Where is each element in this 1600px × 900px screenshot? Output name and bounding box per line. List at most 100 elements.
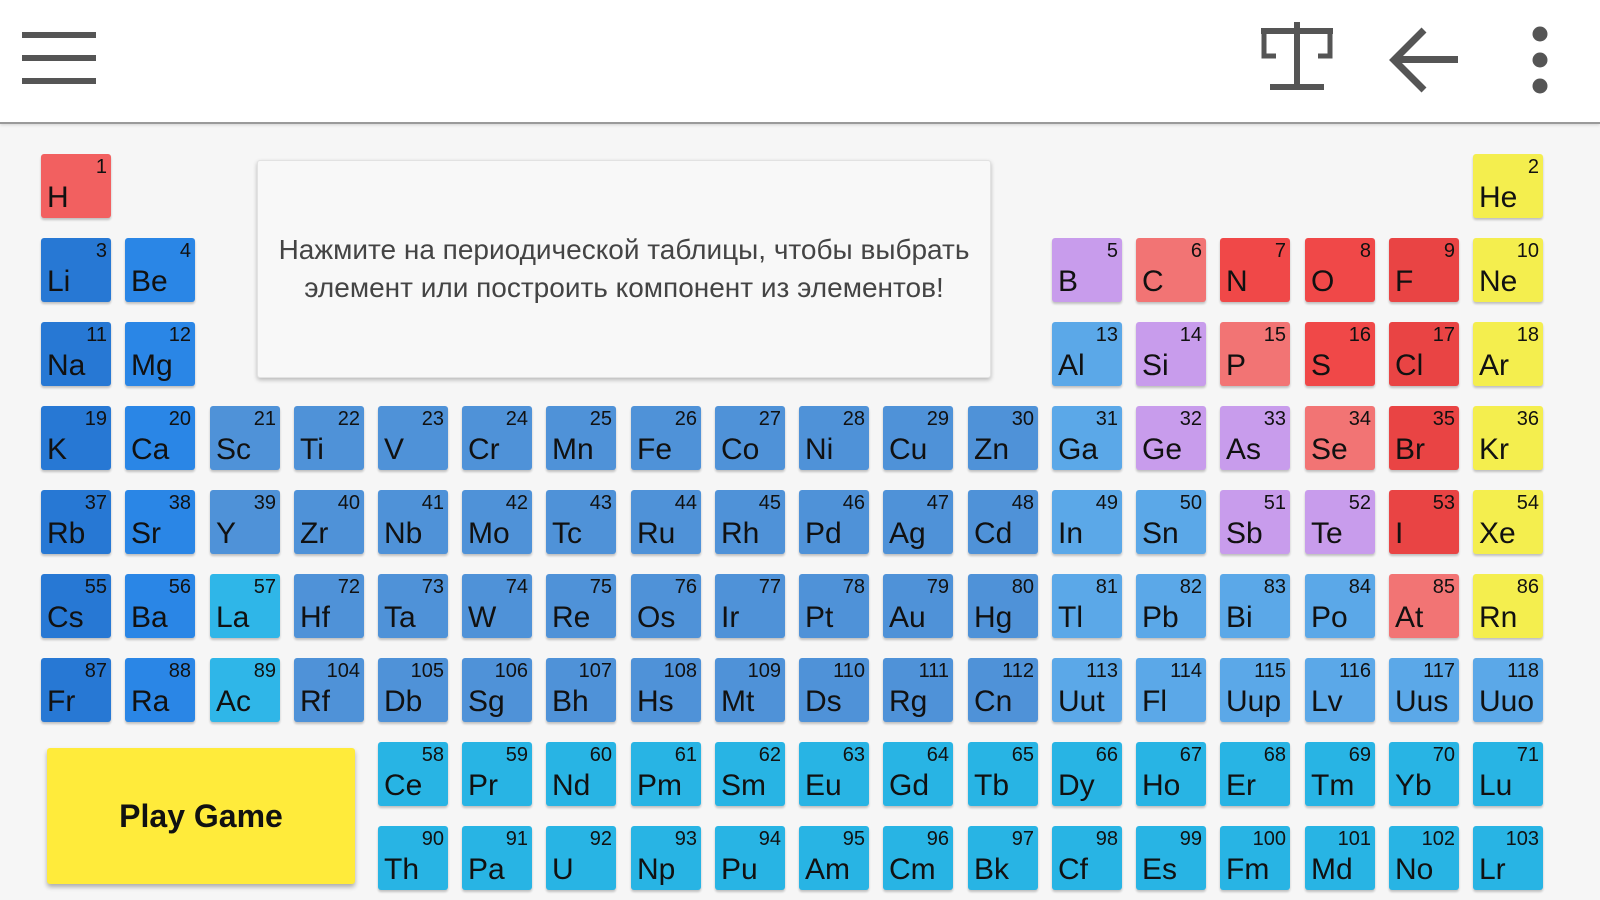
element-cell-re[interactable]: 75 Re: [546, 574, 616, 638]
element-cell-u[interactable]: 92 U: [546, 826, 616, 890]
element-cell-sr[interactable]: 38 Sr: [125, 490, 195, 554]
element-cell-pd[interactable]: 46 Pd: [799, 490, 869, 554]
element-cell-ds[interactable]: 110 Ds: [799, 658, 869, 722]
element-cell-hf[interactable]: 72 Hf: [294, 574, 364, 638]
element-cell-mg[interactable]: 12 Mg: [125, 322, 195, 386]
element-cell-gd[interactable]: 64 Gd: [883, 742, 953, 806]
element-cell-bk[interactable]: 97 Bk: [968, 826, 1038, 890]
element-cell-tb[interactable]: 65 Tb: [968, 742, 1038, 806]
element-cell-eu[interactable]: 63 Eu: [799, 742, 869, 806]
element-cell-md[interactable]: 101 Md: [1305, 826, 1375, 890]
element-cell-rn[interactable]: 86 Rn: [1473, 574, 1543, 638]
element-cell-np[interactable]: 93 Np: [631, 826, 701, 890]
element-cell-mo[interactable]: 42 Mo: [462, 490, 532, 554]
element-cell-uuo[interactable]: 118 Uuo: [1473, 658, 1543, 722]
element-cell-ce[interactable]: 58 Ce: [378, 742, 448, 806]
element-cell-se[interactable]: 34 Se: [1305, 406, 1375, 470]
element-cell-tm[interactable]: 69 Tm: [1305, 742, 1375, 806]
element-cell-ni[interactable]: 28 Ni: [799, 406, 869, 470]
scales-balance-icon[interactable]: [1254, 18, 1340, 98]
element-cell-tl[interactable]: 81 Tl: [1052, 574, 1122, 638]
element-cell-uup[interactable]: 115 Uup: [1220, 658, 1290, 722]
arrow-left-icon[interactable]: [1384, 24, 1464, 96]
element-cell-ca[interactable]: 20 Ca: [125, 406, 195, 470]
element-cell-ag[interactable]: 47 Ag: [883, 490, 953, 554]
element-cell-sm[interactable]: 62 Sm: [715, 742, 785, 806]
element-cell-lr[interactable]: 103 Lr: [1473, 826, 1543, 890]
hamburger-menu-icon[interactable]: [18, 26, 102, 90]
element-cell-y[interactable]: 39 Y: [210, 490, 280, 554]
element-cell-rg[interactable]: 111 Rg: [883, 658, 953, 722]
element-cell-sg[interactable]: 106 Sg: [462, 658, 532, 722]
element-cell-ti[interactable]: 22 Ti: [294, 406, 364, 470]
element-cell-sn[interactable]: 50 Sn: [1136, 490, 1206, 554]
element-cell-as[interactable]: 33 As: [1220, 406, 1290, 470]
element-cell-cm[interactable]: 96 Cm: [883, 826, 953, 890]
element-cell-hs[interactable]: 108 Hs: [631, 658, 701, 722]
element-cell-hg[interactable]: 80 Hg: [968, 574, 1038, 638]
element-cell-pb[interactable]: 82 Pb: [1136, 574, 1206, 638]
element-cell-co[interactable]: 27 Co: [715, 406, 785, 470]
element-cell-os[interactable]: 76 Os: [631, 574, 701, 638]
element-cell-uut[interactable]: 113 Uut: [1052, 658, 1122, 722]
element-cell-yb[interactable]: 70 Yb: [1389, 742, 1459, 806]
more-vertical-icon[interactable]: [1516, 22, 1564, 98]
element-cell-ne[interactable]: 10 Ne: [1473, 238, 1543, 302]
element-cell-w[interactable]: 74 W: [462, 574, 532, 638]
play-game-button[interactable]: Play Game: [47, 748, 355, 884]
element-cell-si[interactable]: 14 Si: [1136, 322, 1206, 386]
element-cell-ir[interactable]: 77 Ir: [715, 574, 785, 638]
element-cell-sb[interactable]: 51 Sb: [1220, 490, 1290, 554]
element-cell-po[interactable]: 84 Po: [1305, 574, 1375, 638]
element-cell-v[interactable]: 23 V: [378, 406, 448, 470]
element-cell-es[interactable]: 99 Es: [1136, 826, 1206, 890]
element-cell-lu[interactable]: 71 Lu: [1473, 742, 1543, 806]
element-cell-nd[interactable]: 60 Nd: [546, 742, 616, 806]
element-cell-in[interactable]: 49 In: [1052, 490, 1122, 554]
element-cell-kr[interactable]: 36 Kr: [1473, 406, 1543, 470]
element-cell-db[interactable]: 105 Db: [378, 658, 448, 722]
element-cell-nb[interactable]: 41 Nb: [378, 490, 448, 554]
element-cell-sc[interactable]: 21 Sc: [210, 406, 280, 470]
element-cell-fe[interactable]: 26 Fe: [631, 406, 701, 470]
element-cell-al[interactable]: 13 Al: [1052, 322, 1122, 386]
element-cell-be[interactable]: 4 Be: [125, 238, 195, 302]
element-cell-th[interactable]: 90 Th: [378, 826, 448, 890]
element-cell-cf[interactable]: 98 Cf: [1052, 826, 1122, 890]
element-cell-zr[interactable]: 40 Zr: [294, 490, 364, 554]
element-cell-bh[interactable]: 107 Bh: [546, 658, 616, 722]
element-cell-pm[interactable]: 61 Pm: [631, 742, 701, 806]
element-cell-am[interactable]: 95 Am: [799, 826, 869, 890]
element-cell-ho[interactable]: 67 Ho: [1136, 742, 1206, 806]
element-cell-pt[interactable]: 78 Pt: [799, 574, 869, 638]
element-cell-li[interactable]: 3 Li: [41, 238, 111, 302]
element-cell-xe[interactable]: 54 Xe: [1473, 490, 1543, 554]
element-cell-cr[interactable]: 24 Cr: [462, 406, 532, 470]
element-cell-s[interactable]: 16 S: [1305, 322, 1375, 386]
element-cell-cl[interactable]: 17 Cl: [1389, 322, 1459, 386]
element-cell-na[interactable]: 11 Na: [41, 322, 111, 386]
element-cell-ba[interactable]: 56 Ba: [125, 574, 195, 638]
element-cell-pa[interactable]: 91 Pa: [462, 826, 532, 890]
element-cell-ra[interactable]: 88 Ra: [125, 658, 195, 722]
element-cell-he[interactable]: 2 He: [1473, 154, 1543, 218]
element-cell-lv[interactable]: 116 Lv: [1305, 658, 1375, 722]
element-cell-mn[interactable]: 25 Mn: [546, 406, 616, 470]
element-cell-cs[interactable]: 55 Cs: [41, 574, 111, 638]
element-cell-zn[interactable]: 30 Zn: [968, 406, 1038, 470]
element-cell-i[interactable]: 53 I: [1389, 490, 1459, 554]
element-cell-cn[interactable]: 112 Cn: [968, 658, 1038, 722]
element-cell-rb[interactable]: 37 Rb: [41, 490, 111, 554]
element-cell-ar[interactable]: 18 Ar: [1473, 322, 1543, 386]
element-cell-dy[interactable]: 66 Dy: [1052, 742, 1122, 806]
element-cell-pu[interactable]: 94 Pu: [715, 826, 785, 890]
element-cell-uus[interactable]: 117 Uus: [1389, 658, 1459, 722]
element-cell-ge[interactable]: 32 Ge: [1136, 406, 1206, 470]
element-cell-fl[interactable]: 114 Fl: [1136, 658, 1206, 722]
element-cell-cu[interactable]: 29 Cu: [883, 406, 953, 470]
